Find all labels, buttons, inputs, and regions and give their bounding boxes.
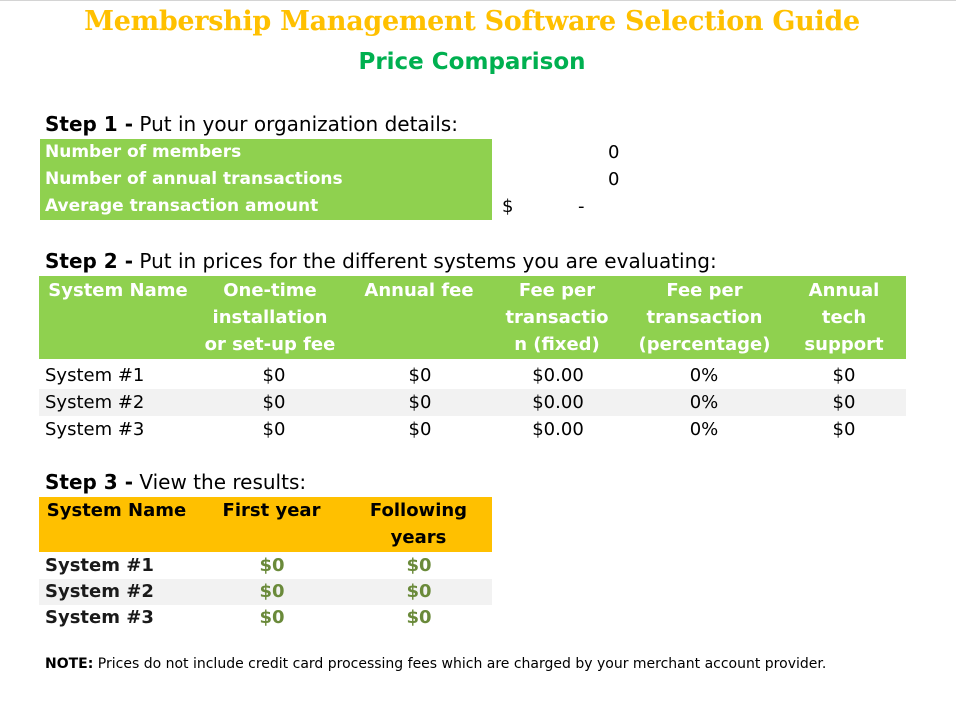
results-system-name: System #2 xyxy=(45,581,154,602)
tech-support-cell[interactable]: $0 xyxy=(832,419,856,440)
results-following-years: $0 xyxy=(406,581,432,602)
system-name-cell[interactable]: System #2 xyxy=(45,392,145,413)
results-table-header: System Name First year Following years xyxy=(39,497,492,552)
page-title: Membership Management Software Selection… xyxy=(84,6,860,37)
tech-support-cell[interactable]: $0 xyxy=(832,392,856,413)
header-fee-percentage: Fee per transaction (percentage) xyxy=(638,280,771,355)
step3-heading: Step 3 - View the results: xyxy=(45,470,306,494)
tech-support-cell[interactable]: $0 xyxy=(832,365,856,386)
step2-heading: Step 2 - Put in prices for the different… xyxy=(45,249,717,273)
transactions-label: Number of annual transactions xyxy=(45,169,343,189)
setup-fee-cell[interactable]: $0 xyxy=(262,365,286,386)
header-annual-fee: Annual fee xyxy=(364,280,474,301)
members-input[interactable]: 0 xyxy=(608,142,620,163)
step3-label: Step 3 - xyxy=(45,470,133,494)
page-subtitle: Price Comparison xyxy=(358,49,586,75)
results-header-system-name: System Name xyxy=(46,500,187,521)
system-name-cell[interactable]: System #1 xyxy=(45,365,145,386)
annual-fee-cell[interactable]: $0 xyxy=(408,419,432,440)
results-row-3: System #3 $0 $0 xyxy=(39,605,492,631)
pricing-row-3: System #3 $0 $0 $0.00 0% $0 xyxy=(39,416,906,443)
results-following-years: $0 xyxy=(406,555,432,576)
results-system-name: System #3 xyxy=(45,607,154,628)
results-header-first-year: First year xyxy=(222,500,321,521)
results-first-year: $0 xyxy=(259,581,285,602)
fee-percentage-cell[interactable]: 0% xyxy=(689,392,719,413)
footnote-text: Prices do not include credit card proces… xyxy=(93,656,827,672)
footnote: NOTE: Prices do not include credit card … xyxy=(45,656,826,672)
setup-fee-cell[interactable]: $0 xyxy=(262,419,286,440)
step2-label: Step 2 - xyxy=(45,249,133,273)
pricing-table-header: System Name One-time installation or set… xyxy=(39,276,906,359)
results-following-years: $0 xyxy=(406,607,432,628)
setup-fee-cell[interactable]: $0 xyxy=(262,392,286,413)
annual-fee-cell[interactable]: $0 xyxy=(408,365,432,386)
header-setup-fee: One-time installation or set-up fee xyxy=(204,280,336,355)
results-first-year: $0 xyxy=(259,607,285,628)
results-system-name: System #1 xyxy=(45,555,154,576)
step1-row-average-amount: Average transaction amount xyxy=(40,193,492,220)
sheet-top-border xyxy=(0,0,956,1)
average-amount-label: Average transaction amount xyxy=(45,196,319,216)
step1-text: Put in your organization details: xyxy=(133,112,458,136)
fee-fixed-cell[interactable]: $0.00 xyxy=(532,419,584,440)
system-name-cell[interactable]: System #3 xyxy=(45,419,145,440)
results-header-following-years: Following years xyxy=(369,500,468,548)
results-first-year: $0 xyxy=(259,555,285,576)
step1-label: Step 1 - xyxy=(45,112,133,136)
members-label: Number of members xyxy=(45,142,242,162)
step1-row-members: Number of members xyxy=(40,139,492,166)
fee-percentage-cell[interactable]: 0% xyxy=(689,365,719,386)
transactions-input[interactable]: 0 xyxy=(608,169,620,190)
results-row-1: System #1 $0 $0 xyxy=(39,553,492,579)
step1-heading: Step 1 - Put in your organization detail… xyxy=(45,112,458,136)
pricing-row-1: System #1 $0 $0 $0.00 0% $0 xyxy=(39,362,906,389)
header-system-name: System Name xyxy=(48,280,188,301)
fee-fixed-cell[interactable]: $0.00 xyxy=(532,392,584,413)
pricing-row-2: System #2 $0 $0 $0.00 0% $0 xyxy=(39,389,906,416)
footnote-label: NOTE: xyxy=(45,656,94,672)
header-fee-fixed: Fee per transactio n (fixed) xyxy=(505,280,609,355)
header-tech-support: Annual tech support xyxy=(804,280,884,355)
fee-fixed-cell[interactable]: $0.00 xyxy=(532,365,584,386)
step3-text: View the results: xyxy=(133,470,307,494)
average-amount-currency: $ xyxy=(502,196,514,217)
step2-text: Put in prices for the different systems … xyxy=(133,249,717,273)
annual-fee-cell[interactable]: $0 xyxy=(408,392,432,413)
results-row-2: System #2 $0 $0 xyxy=(39,579,492,605)
step1-row-transactions: Number of annual transactions xyxy=(40,166,492,193)
average-amount-input[interactable]: - xyxy=(578,196,585,217)
fee-percentage-cell[interactable]: 0% xyxy=(689,419,719,440)
